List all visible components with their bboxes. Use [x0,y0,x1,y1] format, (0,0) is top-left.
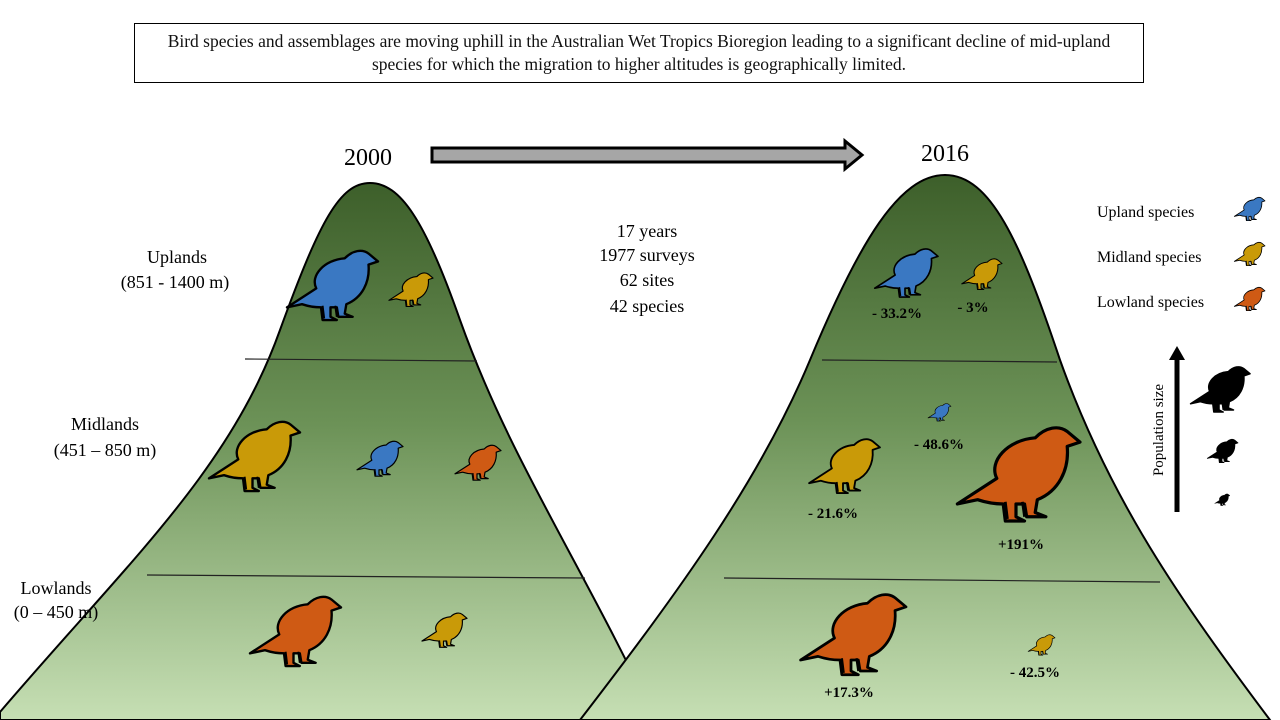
right-lowland-boundary [723,577,1161,583]
right-arrow-icon [430,137,865,173]
right-upland-boundary [821,359,1058,363]
left-lowland-boundary [146,574,586,579]
left-mountain [0,181,657,720]
caption-text: Bird species and assemblages are moving … [167,31,1111,74]
stat-surveys: 1977 surveys [599,245,695,265]
bird-icon [1214,493,1231,506]
bird-icon [1233,241,1266,267]
bird-icon [1206,438,1239,464]
change-lowland-lowlands: +17.3% [824,685,874,701]
population-size-label: Population size [1151,384,1167,476]
left-year-label: 2000 [344,145,392,171]
legend: Upland species Midland species Lowland s… [1097,196,1266,312]
stat-species: 42 species [610,296,684,316]
bird-icon [1189,366,1251,413]
change-midland-lowlands: - 42.5% [1010,665,1060,681]
lowlands-label: Lowlands [21,578,92,598]
midlands-range: (451 – 850 m) [54,440,157,461]
legend-lowland-label: Lowland species [1097,294,1204,311]
change-midland-midlands: - 21.6% [808,506,858,522]
population-scale: Population size [1151,346,1251,512]
change-upland-midlands: - 48.6% [914,437,964,453]
stat-sites: 62 sites [620,270,675,290]
change-labels: - 33.2% - 3% - 48.6% - 21.6% +191% +17.3… [808,300,1060,701]
change-upland-uplands: - 33.2% [872,306,922,322]
right-mountain [578,173,1272,720]
zone-labels: Uplands (851 - 1400 m) Midlands (451 – 8… [14,247,229,623]
caption-box: Bird species and assemblages are moving … [134,23,1144,83]
bird-icon [1233,196,1266,222]
uplands-range: (851 - 1400 m) [121,272,229,293]
lowlands-range: (0 – 450 m) [14,602,99,623]
left-upland-boundary [244,358,478,362]
right-year-label: 2016 [921,141,969,167]
uplands-label: Uplands [147,247,207,267]
bird-icon [1233,286,1266,312]
legend-midland-label: Midland species [1097,249,1201,266]
midlands-label: Midlands [71,414,139,434]
stat-years: 17 years [617,221,677,241]
survey-stats: 17 years 1977 surveys 62 sites 42 specie… [599,221,695,316]
change-midland-uplands: - 3% [957,300,988,316]
legend-upland-label: Upland species [1097,204,1194,221]
change-lowland-midlands: +191% [998,537,1044,553]
